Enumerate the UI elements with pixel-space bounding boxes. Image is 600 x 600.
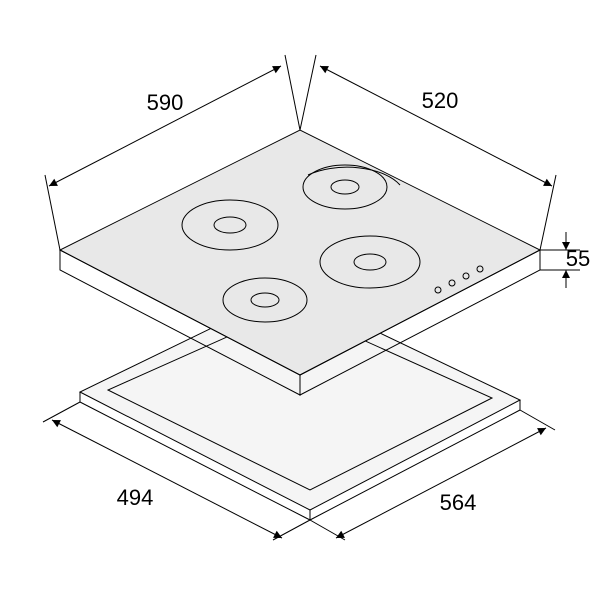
- dim-label-thickness: 55: [566, 246, 590, 271]
- cooktop-dimension-diagram: 590 520 55 494 564: [0, 0, 600, 600]
- dim-label-cutout-depth: 494: [117, 485, 154, 510]
- dim-label-cutout-width: 564: [440, 490, 477, 515]
- hob-panel: [60, 130, 540, 395]
- dim-55: 55: [540, 232, 590, 288]
- dim-label-top-width: 590: [147, 90, 184, 115]
- dim-label-top-depth: 520: [422, 88, 459, 113]
